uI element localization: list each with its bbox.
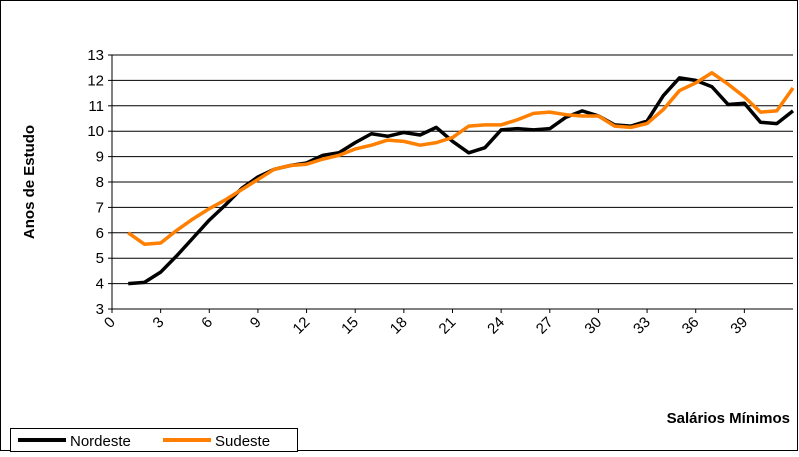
y-tick-label: 9	[96, 149, 104, 166]
x-tick-label: 30	[581, 314, 605, 338]
y-axis-title: Anos de Estudo	[21, 125, 38, 239]
x-tick-label: 9	[247, 314, 265, 332]
y-tick-label: 12	[87, 72, 104, 89]
y-tick-label: 7	[96, 199, 104, 216]
legend-label: Sudeste	[215, 433, 270, 450]
x-tick-label: 21	[436, 314, 460, 338]
y-tick-label: 3	[96, 301, 104, 318]
y-tick-label: 4	[96, 276, 104, 293]
legend-items: Nordeste Sudeste	[18, 433, 270, 450]
x-tick-label: 27	[533, 314, 557, 338]
x-tick-label: 3	[150, 314, 168, 332]
x-tick-label: 33	[630, 314, 654, 338]
x-tick-label: 18	[387, 314, 411, 338]
series-line	[127, 71, 795, 246]
x-tick-label: 12	[290, 314, 314, 338]
y-tick-label: 13	[87, 47, 104, 64]
x-tick-label: 15	[338, 314, 362, 338]
y-tick-label: 8	[96, 174, 104, 191]
x-axis-title: Salários Mínimos	[667, 410, 790, 427]
x-tick-label: 36	[679, 314, 703, 338]
x-tick-label: 24	[484, 314, 508, 338]
y-tick-label: 10	[87, 123, 104, 140]
x-tick-label: 6	[198, 314, 216, 332]
legend-label: Nordeste	[70, 433, 131, 450]
y-tick-label: 6	[96, 225, 104, 242]
y-tick-label: 5	[96, 250, 104, 267]
y-tick-label: 11	[88, 98, 104, 115]
series-line	[128, 76, 795, 286]
x-tick-label: 0	[101, 314, 119, 332]
x-tick-label: 39	[727, 314, 751, 338]
